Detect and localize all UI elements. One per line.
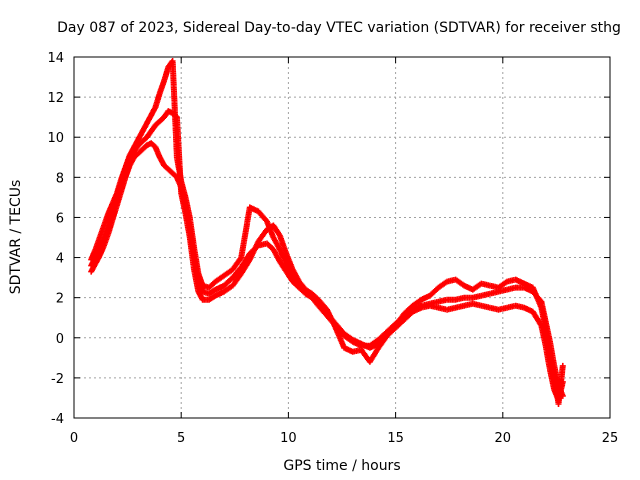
- y-tick-label: 12: [47, 91, 64, 106]
- y-tick-label: 6: [56, 211, 64, 226]
- y-tick-label: 2: [56, 292, 64, 307]
- gridlines: [74, 57, 610, 418]
- x-tick-label: 20: [495, 431, 512, 446]
- data-points: [88, 58, 566, 407]
- x-tick-label: 15: [387, 431, 404, 446]
- series-1: [88, 140, 566, 399]
- data-point: [559, 362, 566, 369]
- x-tick-label: 25: [602, 431, 619, 446]
- y-tick-label: -2: [51, 372, 64, 387]
- plot-frame: [73, 56, 611, 419]
- series-3: [88, 58, 566, 407]
- x-tick-label: 0: [70, 431, 78, 446]
- y-tick-label: 0: [56, 332, 64, 347]
- chart-title: Day 087 of 2023, Sidereal Day-to-day VTE…: [57, 20, 621, 36]
- y-tick-label: -4: [51, 412, 64, 427]
- y-tick-label: 14: [47, 51, 64, 66]
- y-tick-label: 4: [56, 252, 64, 267]
- y-axis-label: SDTVAR / TECUs: [8, 180, 24, 295]
- x-tick-label: 10: [280, 431, 297, 446]
- x-tick-label: 5: [177, 431, 185, 446]
- axis-ticks: 0 5 10 15 20 25 -4 -2 0 2 4 6 8 10 12 14: [47, 51, 618, 446]
- y-tick-label: 10: [47, 131, 64, 146]
- x-axis-label: GPS time / hours: [283, 458, 400, 474]
- y-tick-label: 8: [56, 171, 64, 186]
